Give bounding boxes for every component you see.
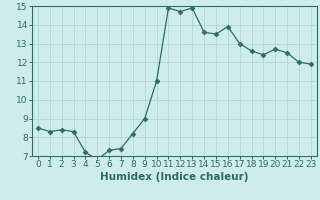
X-axis label: Humidex (Indice chaleur): Humidex (Indice chaleur) <box>100 172 249 182</box>
